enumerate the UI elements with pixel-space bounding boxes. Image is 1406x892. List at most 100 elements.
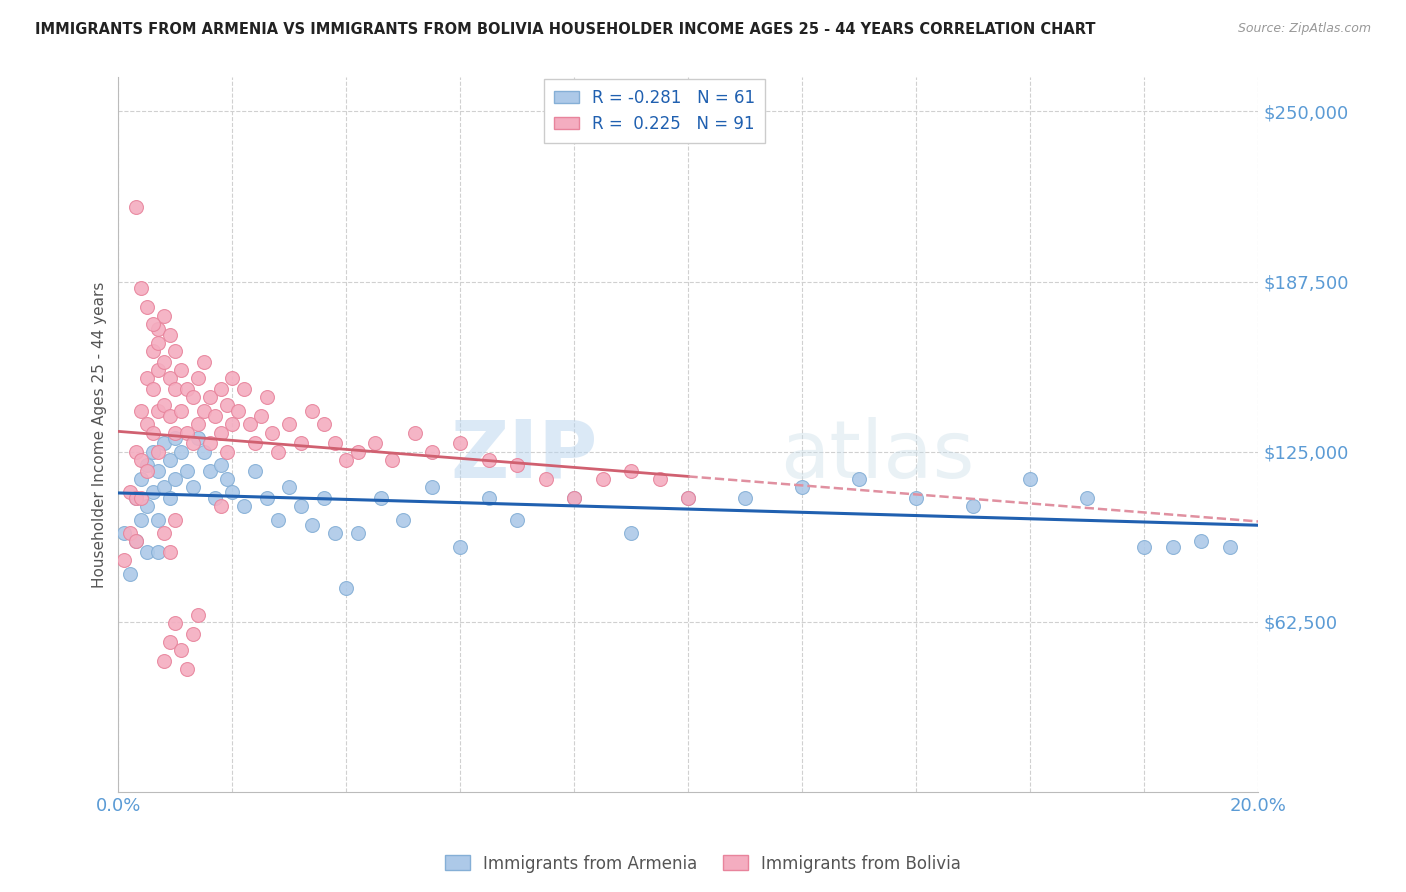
Point <box>301 403 323 417</box>
Point <box>648 472 671 486</box>
Point <box>153 309 176 323</box>
Point <box>165 382 187 396</box>
Point <box>142 485 165 500</box>
Point <box>193 403 215 417</box>
Point <box>905 491 928 505</box>
Point <box>118 567 141 582</box>
Point <box>187 417 209 432</box>
Point <box>142 317 165 331</box>
Point <box>250 409 273 424</box>
Legend: R = -0.281   N = 61, R =  0.225   N = 91: R = -0.281 N = 61, R = 0.225 N = 91 <box>544 78 765 143</box>
Point <box>165 431 187 445</box>
Point <box>620 526 643 541</box>
Point <box>420 480 443 494</box>
Point <box>148 444 170 458</box>
Point <box>176 425 198 440</box>
Point <box>118 526 141 541</box>
Point <box>209 425 232 440</box>
Point <box>142 343 165 358</box>
Point <box>153 355 176 369</box>
Point <box>142 382 165 396</box>
Point <box>278 480 301 494</box>
Point <box>136 464 159 478</box>
Point <box>129 452 152 467</box>
Point <box>148 464 170 478</box>
Point <box>159 491 181 505</box>
Point <box>1161 540 1184 554</box>
Point <box>256 390 278 404</box>
Point <box>153 526 176 541</box>
Point <box>129 513 152 527</box>
Point <box>159 409 181 424</box>
Point <box>187 607 209 622</box>
Point <box>129 472 152 486</box>
Point <box>148 513 170 527</box>
Point <box>165 513 187 527</box>
Point <box>221 417 243 432</box>
Point <box>734 491 756 505</box>
Point <box>290 499 312 513</box>
Point <box>148 403 170 417</box>
Point <box>592 472 614 486</box>
Point <box>678 491 700 505</box>
Point <box>381 452 404 467</box>
Point <box>209 382 232 396</box>
Point <box>153 436 176 450</box>
Point <box>267 513 290 527</box>
Point <box>159 327 181 342</box>
Point <box>159 635 181 649</box>
Point <box>506 458 529 473</box>
Point <box>278 417 301 432</box>
Point <box>209 499 232 513</box>
Point <box>124 491 146 505</box>
Y-axis label: Householder Income Ages 25 - 44 years: Householder Income Ages 25 - 44 years <box>93 281 107 588</box>
Point <box>165 425 187 440</box>
Point <box>193 355 215 369</box>
Point <box>136 301 159 315</box>
Point <box>148 322 170 336</box>
Point <box>347 526 370 541</box>
Point <box>1219 540 1241 554</box>
Point <box>198 390 221 404</box>
Point <box>148 363 170 377</box>
Point <box>564 491 586 505</box>
Point <box>159 545 181 559</box>
Point <box>1133 540 1156 554</box>
Point <box>215 472 238 486</box>
Point <box>221 371 243 385</box>
Point <box>124 534 146 549</box>
Point <box>148 335 170 350</box>
Point <box>215 444 238 458</box>
Point <box>153 654 176 668</box>
Point <box>221 485 243 500</box>
Point <box>404 425 426 440</box>
Point <box>564 491 586 505</box>
Point <box>129 403 152 417</box>
Point <box>245 436 267 450</box>
Point <box>136 499 159 513</box>
Point <box>335 452 357 467</box>
Point <box>181 390 204 404</box>
Legend: Immigrants from Armenia, Immigrants from Bolivia: Immigrants from Armenia, Immigrants from… <box>439 848 967 880</box>
Point <box>620 464 643 478</box>
Point <box>124 491 146 505</box>
Point <box>232 382 254 396</box>
Point <box>323 436 346 450</box>
Point <box>124 444 146 458</box>
Point <box>181 627 204 641</box>
Point <box>112 526 135 541</box>
Point <box>364 436 387 450</box>
Point <box>1076 491 1098 505</box>
Point <box>170 363 193 377</box>
Point <box>226 403 249 417</box>
Point <box>170 403 193 417</box>
Point <box>312 417 335 432</box>
Point <box>142 425 165 440</box>
Point <box>262 425 284 440</box>
Point <box>124 200 146 214</box>
Point <box>370 491 392 505</box>
Point <box>187 431 209 445</box>
Point <box>209 458 232 473</box>
Point <box>1019 472 1042 486</box>
Point <box>193 444 215 458</box>
